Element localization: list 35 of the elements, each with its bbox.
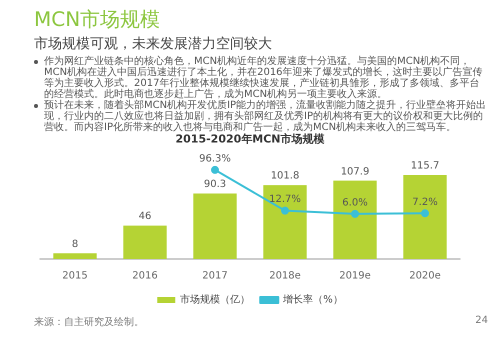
data-label: 6.0% [342,197,368,208]
data-label: 96.3% [199,154,231,165]
text: MCN市场规模 [34,6,162,33]
data-label: 12.7% [269,194,301,206]
text: 作为网红产业链条中的核心角色，MCN机构近年的发展速度十分迅猛。与美国的MCN机构不同，MCN机构在进入中国后迅速进行了本土化，并在2016年迎来了爆发式的增长，这时主要以广告宣传等为主要收入形式。2017年行业整体规模继续快速发展，产业链初具雏形，形成了多领域、多平台的经营模式。此时电商也逐步赶上广告，成为MCN机构另一项主要收入来源。 [44,56,483,100]
data-label: 7.2% [412,196,438,208]
point [351,210,359,218]
bar [403,175,447,259]
legend-label: 增长率（%） [282,294,343,306]
point [211,166,219,174]
text: 市场规模可观，未来发展潜力空间较大 [34,35,273,53]
data-label: 101.8 [270,170,300,182]
text: 预计在未来，随着头部MCN机构开发优质IP能力的增强，流量收割能力随之提升，行业壁垒将开始出现，行业内的二八效应也将日益加剧，拥有头部网红及优秀IP的机构将有更大的议价权和更大比例的营收。而内容IP化所带来的收入也将与电商和广告一起，成为MCN机构未来收入的三驾马车。 [44,100,488,133]
bar [123,226,167,259]
point [421,209,429,218]
bar [193,193,237,259]
x-tick-label: 2019e [339,270,371,282]
point [281,206,289,215]
x-tick-label: 2018e [269,270,301,282]
data-label: 8 [72,238,78,250]
x-tick-label: 2017 [202,270,228,282]
bar [333,180,377,259]
bar [53,253,97,259]
data-label: 115.7 [410,160,440,172]
data-label: 46 [138,211,152,222]
source-note: 来源：自主研究及绘制。 [34,316,144,329]
data-label: 107.9 [340,166,370,178]
x-tick-label: 2020e [409,270,441,282]
x-tick-label: 2016 [132,270,158,282]
chart-title: 2015-2020年MCN市场规模 [175,132,326,146]
text: 24 [475,315,488,328]
data-label: 90.3 [204,179,226,190]
legend-label: 市场规模（亿） [180,294,250,306]
bar [263,185,307,259]
x-tick-label: 2015 [62,270,88,282]
